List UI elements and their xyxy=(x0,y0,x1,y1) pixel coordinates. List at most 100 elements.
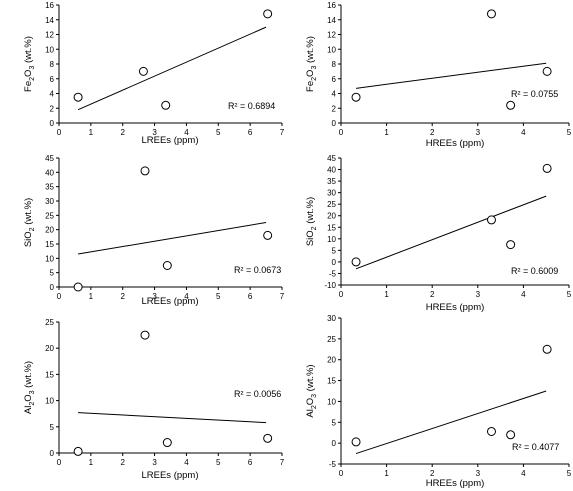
y-tick-label: 45 xyxy=(45,154,54,163)
data-point xyxy=(486,426,496,436)
r-squared-label: R² = 0.6894 xyxy=(228,101,275,111)
x-tick-label: 0 xyxy=(339,469,344,478)
data-point xyxy=(162,261,172,270)
y-tick-label: 10 xyxy=(45,45,54,54)
y-tick-label: 0 xyxy=(50,119,55,128)
y-axis-title-subscript: 3 xyxy=(29,390,36,394)
y-tick-label: 6 xyxy=(332,75,337,84)
x-tick-label: 1 xyxy=(384,128,389,137)
y-axis-title-part: SiO xyxy=(305,230,316,246)
data-point xyxy=(73,92,83,102)
y-tick-label: 25 xyxy=(45,211,54,220)
y-tick-label: -5 xyxy=(329,269,337,278)
data-point xyxy=(162,438,172,448)
x-tick-label: 1 xyxy=(89,292,94,301)
y-tick-label: 5 xyxy=(50,269,55,278)
x-tick-label: 3 xyxy=(476,290,481,299)
x-tick-label: 4 xyxy=(521,469,526,478)
y-tick-label: 0 xyxy=(50,283,55,292)
trendline xyxy=(355,390,547,455)
y-tick-label: 0 xyxy=(332,258,337,267)
x-tick-label: 3 xyxy=(152,128,157,137)
x-tick-label: 4 xyxy=(521,290,526,299)
y-tick-label: 35 xyxy=(327,177,336,186)
y-axis-title-subscript: 3 xyxy=(29,66,36,70)
x-tick-label: 0 xyxy=(57,128,62,137)
y-axis-title-part: O xyxy=(305,398,316,405)
x-tick-label: 5 xyxy=(567,290,572,299)
y-axis-title: Fe2O3 (wt.%) xyxy=(23,36,36,92)
data-point xyxy=(263,433,273,443)
data-point xyxy=(486,215,496,225)
x-tick-label: 4 xyxy=(184,128,189,137)
x-tick-label: 1 xyxy=(384,469,389,478)
x-tick-label: 7 xyxy=(280,292,285,301)
r-squared-label: R² = 0.0755 xyxy=(511,89,558,99)
trendline xyxy=(78,412,267,424)
y-axis-title-subscript: 3 xyxy=(311,394,318,398)
x-tick-label: 5 xyxy=(567,128,572,137)
y-tick-label: -5 xyxy=(329,460,337,469)
y-tick-label: 16 xyxy=(45,1,54,10)
y-axis-title-part: (wt.%) xyxy=(305,197,316,227)
y-tick-label: 40 xyxy=(45,168,54,177)
r-squared-label: R² = 0.4077 xyxy=(512,442,559,452)
trendline xyxy=(355,195,547,270)
x-tick-label: 5 xyxy=(216,292,221,301)
y-axis-title-part: (wt.%) xyxy=(23,36,34,66)
y-tick-label: 10 xyxy=(327,397,336,406)
x-tick-label: 2 xyxy=(430,128,435,137)
data-point xyxy=(542,66,552,76)
y-tick-label: 12 xyxy=(327,31,336,40)
x-tick-label: 5 xyxy=(567,469,572,478)
data-point xyxy=(542,344,552,354)
y-tick-label: 30 xyxy=(327,314,336,323)
y-axis-title-part: (wt.%) xyxy=(305,36,316,66)
x-tick-label: 1 xyxy=(89,458,94,467)
x-tick-label: 2 xyxy=(120,128,125,137)
y-axis-title-subscript: 2 xyxy=(311,226,318,230)
y-tick-label: 40 xyxy=(327,166,336,175)
x-tick-label: 6 xyxy=(248,292,253,301)
y-tick-label: 30 xyxy=(45,197,54,206)
y-axis-title-part: SiO xyxy=(23,231,34,247)
y-tick-label: 12 xyxy=(45,31,54,40)
y-tick-label: 15 xyxy=(45,240,54,249)
x-axis-title: LREEs (ppm) xyxy=(141,470,198,481)
y-tick-label: 14 xyxy=(45,16,54,25)
trendline xyxy=(77,26,267,111)
data-point xyxy=(506,430,516,440)
trendline xyxy=(355,62,547,89)
data-point xyxy=(140,330,150,340)
data-point xyxy=(263,230,273,240)
x-tick-label: 2 xyxy=(120,458,125,467)
data-point xyxy=(161,100,171,110)
y-axis-title-subscript: 2 xyxy=(29,77,36,81)
data-point xyxy=(506,100,516,110)
x-tick-label: 0 xyxy=(57,292,62,301)
y-tick-label: 2 xyxy=(332,104,337,113)
y-axis-title: Fe2O3 (wt.%) xyxy=(305,36,318,92)
y-tick-label: 8 xyxy=(332,60,337,69)
x-tick-label: 2 xyxy=(120,292,125,301)
y-axis-title: Al2O3 (wt.%) xyxy=(305,364,318,417)
x-axis-title: LREEs (ppm) xyxy=(141,135,198,146)
y-tick-label: -10 xyxy=(324,281,336,290)
y-tick-label: 6 xyxy=(50,75,55,84)
y-tick-label: 20 xyxy=(45,344,54,353)
data-point xyxy=(140,166,150,176)
x-tick-label: 4 xyxy=(184,292,189,301)
x-axis-title: HREEs (ppm) xyxy=(426,302,485,313)
y-axis-title-part: Al xyxy=(23,406,34,414)
y-axis-title: SiO2 (wt.%) xyxy=(305,197,318,246)
data-point xyxy=(351,257,361,267)
data-point xyxy=(486,9,496,19)
y-tick-label: 14 xyxy=(327,16,336,25)
y-tick-label: 45 xyxy=(327,154,336,163)
y-axis-title-part: (wt.%) xyxy=(23,198,34,228)
y-axis-title-part: (wt.%) xyxy=(305,364,316,394)
